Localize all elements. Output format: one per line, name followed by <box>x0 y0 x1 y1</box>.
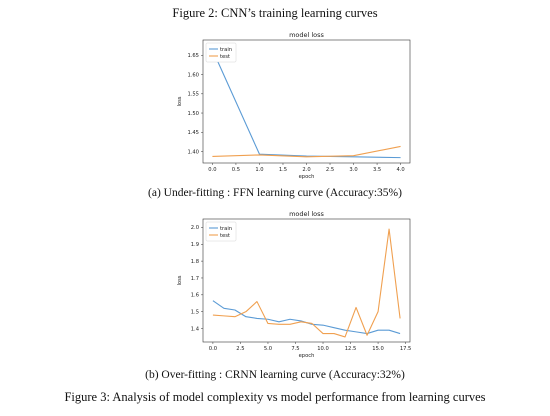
y-tick-label: 1.8 <box>191 259 199 265</box>
x-tick-label: 4.0 <box>396 167 404 173</box>
x-tick-label: 2.5 <box>236 346 244 352</box>
y-tick-label: 1.45 <box>187 130 199 136</box>
y-tick-label: 1.65 <box>187 53 199 59</box>
y-tick-label: 1.9 <box>191 242 199 248</box>
plot-title: model loss <box>289 210 324 218</box>
x-tick-label: 3.5 <box>373 167 381 173</box>
x-tick-label: 2.0 <box>302 167 310 173</box>
x-tick-label: 1.5 <box>279 167 287 173</box>
y-tick-label: 1.6 <box>191 293 199 299</box>
x-axis-label: epoch <box>299 174 315 180</box>
subfigure-a-caption: (a) Under-fitting : FFN learning curve (… <box>148 187 402 199</box>
x-tick-label: 5.0 <box>264 346 272 352</box>
y-tick-label: 1.50 <box>187 111 199 117</box>
y-tick-label: 1.5 <box>191 309 199 315</box>
y-tick-label: 1.60 <box>187 72 199 78</box>
subfigure-b-caption: (b) Over-fitting : CRNN learning curve (… <box>145 369 405 381</box>
x-tick-label: 12.5 <box>345 346 357 352</box>
plot-frame <box>202 218 411 343</box>
x-tick-label: 3.0 <box>349 167 357 173</box>
x-tick-label: 0.0 <box>209 346 217 352</box>
y-tick-label: 1.4 <box>191 326 200 332</box>
legend-box <box>205 221 237 242</box>
y-tick-label: 1.55 <box>187 92 199 98</box>
x-tick-label: 17.5 <box>400 346 412 352</box>
plot-frame <box>202 39 411 164</box>
legend-label-train: train <box>220 47 232 53</box>
y-axis-label: loss <box>177 275 183 285</box>
legend-label-test: test <box>220 54 230 60</box>
plot-title: model loss <box>289 31 324 39</box>
x-tick-label: 2.5 <box>326 167 334 173</box>
legend-label-test: test <box>220 233 230 239</box>
x-axis-label: epoch <box>299 353 315 359</box>
y-tick-label: 2.0 <box>191 225 199 231</box>
chart-ffn-loss: model loss 0.0 0.5 1.0 1.5 2.0 2.5 3.0 3.5 4.0 1.4… <box>177 31 411 180</box>
series-line-test <box>212 145 401 158</box>
y-tick-label: 1.7 <box>191 276 199 282</box>
x-tick-label: 7.5 <box>291 346 299 352</box>
x-tick-label: 15.0 <box>372 346 384 352</box>
x-tick-label: 10.0 <box>317 346 329 352</box>
x-tick-label: 0.5 <box>232 167 240 173</box>
series-line-train <box>211 49 401 159</box>
x-tick-label: 0.0 <box>208 167 216 173</box>
y-tick-label: 1.40 <box>187 149 199 155</box>
legend-box <box>205 42 237 63</box>
legend-label-train: train <box>220 226 232 232</box>
figure3-caption: Figure 3: Analysis of model complexity v… <box>64 390 486 404</box>
figure2-caption: Figure 2: CNN’s training learning curves <box>172 6 378 20</box>
series-line-test <box>212 228 401 338</box>
chart-crnn-loss: model loss 0.0 2.5 5.0 7.5 10.0 12.5 15.0 17.5 1.… <box>177 210 412 359</box>
x-tick-label: 1.0 <box>255 167 263 173</box>
y-axis-label: loss <box>177 96 183 106</box>
